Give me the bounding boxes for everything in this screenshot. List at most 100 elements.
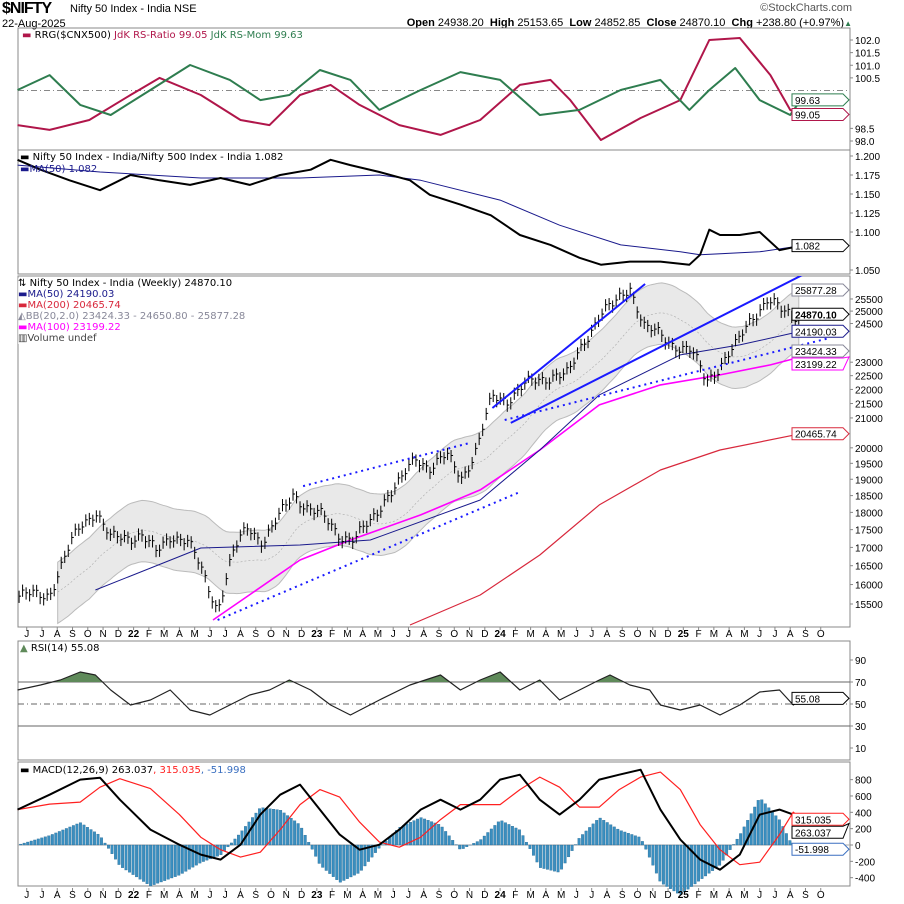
stockcharts-logo: ©StockCharts.com <box>760 2 852 14</box>
macd-histogram-bar <box>718 844 722 866</box>
macd-histogram-bar <box>665 844 669 887</box>
macd-histogram-bar <box>595 820 599 846</box>
rrg-legend: ▬ RRG($CNX500) JdK RS-Ratio 99.05 JdK RS… <box>22 30 303 41</box>
macd-histogram-bar <box>760 799 764 846</box>
x-axis-top-label: S <box>252 629 259 640</box>
rrg-tag-label: 99.63 <box>795 96 820 107</box>
macd-histogram-bar <box>458 844 462 850</box>
macd-histogram-bar <box>433 822 437 846</box>
macd-histogram-bar <box>338 844 342 883</box>
x-axis-bottom-label: S <box>69 890 76 901</box>
macd-histogram-bar <box>510 826 514 846</box>
x-axis-top-label: M <box>343 629 351 640</box>
price-tag-box <box>791 307 850 321</box>
chart-date: 22-Aug-2025 <box>2 18 66 30</box>
macd-histogram-bar <box>208 844 212 860</box>
price-axis-label: 16500 <box>855 562 883 573</box>
x-axis-top-label: J <box>574 629 579 640</box>
macd-histogram-bar <box>479 839 483 846</box>
price-tag-label: 24190.03 <box>795 327 837 338</box>
x-axis-bottom-label: O <box>267 890 275 901</box>
rsi-axis-label: 10 <box>855 744 867 755</box>
trendline-solid <box>510 276 803 424</box>
macd-histogram-bar <box>71 825 75 846</box>
macd-histogram-bar <box>500 820 504 846</box>
macd-histogram-bar <box>282 812 286 846</box>
rsi-axis-label: 70 <box>855 678 867 689</box>
x-axis-top-label: J <box>24 629 29 640</box>
macd-histogram-bar <box>619 830 623 846</box>
x-axis-bottom-label: N <box>649 890 656 901</box>
trendline-dotted <box>302 442 470 488</box>
x-axis-bottom-label: F <box>146 890 152 901</box>
x-axis-top-label: F <box>696 629 702 640</box>
rrg-axis-label: 101.5 <box>855 49 880 60</box>
x-axis-bottom-label: J <box>223 890 228 901</box>
x-axis-bottom-label: A <box>604 890 611 901</box>
macd-histogram-bar <box>609 824 613 846</box>
macd-histogram-bar <box>426 820 430 846</box>
macd-histogram-bar <box>177 844 181 876</box>
x-axis-top-label: O <box>267 629 275 640</box>
macd-histogram-bar <box>679 844 683 895</box>
x-axis-top-label: 25 <box>678 629 690 640</box>
x-axis-top-label: D <box>115 629 122 640</box>
bars-icon: ⇅ <box>18 278 27 289</box>
macd-histogram-bar <box>184 844 188 872</box>
x-axis-top-label: 23 <box>311 629 323 640</box>
price-tag-label: 24870.10 <box>795 310 837 321</box>
price-axis-label: 18000 <box>855 508 883 519</box>
macd-histogram-bar <box>19 843 23 846</box>
macd-histogram-bar <box>584 830 588 846</box>
rs-ratio-line <box>17 37 802 141</box>
macd-histogram-bar <box>690 844 693 887</box>
x-axis-top-label: F <box>329 629 335 640</box>
rrg-tag-box <box>791 93 850 107</box>
price-axis-label: 21000 <box>855 414 883 425</box>
x-axis-bottom-label: 22 <box>128 890 140 901</box>
price-axis-label: 17000 <box>855 543 883 554</box>
macd-histogram-bar <box>363 844 367 867</box>
macd-histogram-bar <box>693 844 697 885</box>
x-axis-top-label: A <box>237 629 244 640</box>
macd-histogram-bar <box>668 844 672 889</box>
macd-histogram-bar <box>647 844 651 858</box>
macd-legend-name: MACD(12,26,9) 263.037 <box>32 765 154 776</box>
macd-histogram-bar <box>300 827 304 846</box>
macd-histogram-bar <box>686 844 690 890</box>
x-axis-top-label: J <box>391 629 396 640</box>
x-axis-bottom-label: J <box>24 890 29 901</box>
macd-histogram-bar <box>145 844 149 884</box>
macd-panel <box>17 761 851 887</box>
macd-axis-label: 600 <box>855 792 872 803</box>
macd-histogram-bar <box>54 832 58 846</box>
macd-histogram-bar <box>191 844 195 868</box>
x-axis-bottom-label: N <box>283 890 290 901</box>
macd-histogram-bar <box>93 831 96 846</box>
macd-histogram-bar <box>240 830 244 846</box>
macd-histogram-bar <box>630 834 634 846</box>
up-arrow-icon: ▲ <box>844 19 852 28</box>
price-legend-name: Nifty 50 Index - India (Weekly) 24870.10 <box>29 278 233 289</box>
macd-histogram-bar <box>654 844 658 874</box>
macd-histogram-bar <box>556 844 560 873</box>
macd-histogram-bar <box>96 833 100 846</box>
macd-histogram-bar <box>321 844 325 868</box>
x-axis-top-label: A <box>420 629 427 640</box>
macd-histogram-bar <box>268 808 272 846</box>
ratio-line <box>17 158 802 266</box>
macd-histogram-bar <box>746 820 750 846</box>
macd-histogram-bar <box>317 844 321 864</box>
macd-histogram-bar <box>286 815 290 846</box>
macd-histogram-bar <box>342 844 346 881</box>
x-axis-top-label: N <box>99 629 106 640</box>
macd-histogram-bar <box>265 808 268 846</box>
macd-legend: ▬ MACD(12,26,9) 263.037, 315.035, -51.99… <box>20 765 246 776</box>
macd-histogram-bar <box>100 837 103 846</box>
macd-histogram-bar <box>117 844 121 865</box>
x-axis-top-label: O <box>634 629 642 640</box>
macd-histogram-bar <box>237 834 240 846</box>
x-axis-bottom-label: O <box>84 890 92 901</box>
macd-histogram-bar <box>289 818 293 846</box>
